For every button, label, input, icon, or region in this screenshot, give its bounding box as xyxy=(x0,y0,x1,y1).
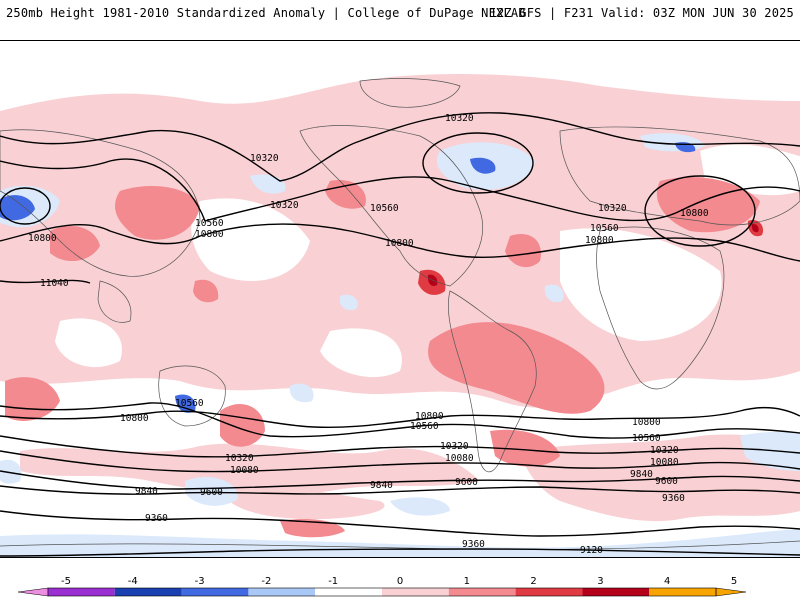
contour-high-europe xyxy=(644,175,756,247)
contour-label: 10080 xyxy=(230,465,259,476)
contour-label: 10800 xyxy=(632,417,661,428)
colorbar-swatch xyxy=(48,588,115,596)
contour-label: 10800 xyxy=(120,413,149,424)
map-title: 250mb Height 1981-2010 Standardized Anom… xyxy=(6,6,526,20)
colorbar-tick-label: -5 xyxy=(61,576,71,587)
contour-10320 xyxy=(0,112,800,182)
contour-label: 10560 xyxy=(590,223,619,234)
contour-10560-south xyxy=(0,402,800,439)
colorbar-swatch xyxy=(181,588,249,596)
contour-label: 10800 xyxy=(385,238,414,249)
colorbar-swatch xyxy=(248,588,316,596)
colorbar-outline xyxy=(47,587,717,597)
contour-label: 10560 xyxy=(410,421,439,432)
colorbar-tick-label: 2 xyxy=(530,576,536,587)
contour-10320-south xyxy=(0,435,800,458)
contour-label-layer: 10320 10320 10320 10320 10320 10320 1032… xyxy=(28,113,709,556)
contour-label: 9360 xyxy=(145,513,168,524)
contour-11040 xyxy=(0,279,91,284)
contour-label: 11040 xyxy=(40,278,69,289)
contour-9120 xyxy=(0,548,800,557)
anomaly-colorbar: -5 -4 -3 -2 -1 0 1 2 3 4 5 xyxy=(0,560,800,600)
colorbar-swatch xyxy=(315,588,382,596)
colorbar-tick-label: 5 xyxy=(731,576,737,587)
contour-label: 10560 xyxy=(195,218,224,229)
contour-label: 10560 xyxy=(370,203,399,214)
contour-label: 9600 xyxy=(200,487,223,498)
contour-9360 xyxy=(0,510,800,537)
height-contours xyxy=(0,112,800,557)
contour-label: 10320 xyxy=(225,453,254,464)
contour-label: 9600 xyxy=(455,477,478,488)
colorbar-tick-label: -2 xyxy=(261,576,271,587)
colorbar-swatch xyxy=(382,588,449,596)
contour-label: 10320 xyxy=(250,153,279,164)
colorbar-ticks: -5 -4 -3 -2 -1 0 1 2 3 4 5 xyxy=(61,576,737,587)
contour-label: 9360 xyxy=(462,539,485,550)
contour-9600 xyxy=(0,485,800,495)
contour-label: 10320 xyxy=(650,445,679,456)
contour-label: 10800 xyxy=(28,233,57,244)
contour-label: 9120 xyxy=(580,545,603,556)
contour-low-greenland xyxy=(422,132,534,194)
contour-label: 10320 xyxy=(270,200,299,211)
contour-label: 10560 xyxy=(175,398,204,409)
colorbar-swatch xyxy=(649,588,716,596)
contour-label: 9840 xyxy=(630,469,653,480)
anomaly-map: 10320 10320 10320 10320 10320 10320 1032… xyxy=(0,40,800,558)
colorbar-swatch xyxy=(515,588,583,596)
colorbar-swatch xyxy=(114,588,182,596)
contour-10080 xyxy=(0,450,800,473)
contour-label: 9360 xyxy=(662,493,685,504)
contour-label: 10800 xyxy=(415,411,444,422)
colorbar-swatches xyxy=(17,587,747,597)
contour-10800-south xyxy=(0,407,800,429)
contour-label: 10800 xyxy=(680,208,709,219)
contour-label: 10320 xyxy=(598,203,627,214)
contour-label: 10800 xyxy=(585,235,614,246)
colorbar-swatch xyxy=(448,588,516,596)
colorbar-swatch xyxy=(582,588,650,596)
contour-label: 10560 xyxy=(632,433,661,444)
contour-label: 9840 xyxy=(135,486,158,497)
colorbar-tick-label: 3 xyxy=(597,576,603,587)
colorbar-svg: -5 -4 -3 -2 -1 0 1 2 3 4 5 xyxy=(17,576,747,597)
colorbar-max-arrow xyxy=(715,587,747,597)
colorbar-tick-label: -4 xyxy=(128,576,138,587)
model-run-info: 12Z GFS | F231 Valid: 03Z MON JUN 30 202… xyxy=(489,6,794,20)
colorbar-tick-label: -3 xyxy=(195,576,205,587)
contour-label: 10320 xyxy=(445,113,474,124)
contour-10560 xyxy=(0,158,800,222)
contour-label: 10080 xyxy=(445,453,474,464)
colorbar-tick-label: 1 xyxy=(464,576,470,587)
colorbar-min-arrow xyxy=(17,587,49,597)
contour-label: 9840 xyxy=(370,480,393,491)
contour-label: 10800 xyxy=(195,229,224,240)
contour-10800-north xyxy=(0,223,800,262)
contour-low-pacific xyxy=(0,187,51,225)
contour-label: 9600 xyxy=(655,476,678,487)
near-zero-areas xyxy=(55,144,800,378)
colorbar-tick-label: -1 xyxy=(328,576,338,587)
moderate-negative-shading xyxy=(0,142,696,413)
contour-label: 10080 xyxy=(650,457,679,468)
colorbar-tick-label: 0 xyxy=(397,576,403,587)
contour-9840 xyxy=(0,470,800,490)
colorbar-tick-label: 4 xyxy=(664,576,670,587)
contour-label: 10320 xyxy=(440,441,469,452)
